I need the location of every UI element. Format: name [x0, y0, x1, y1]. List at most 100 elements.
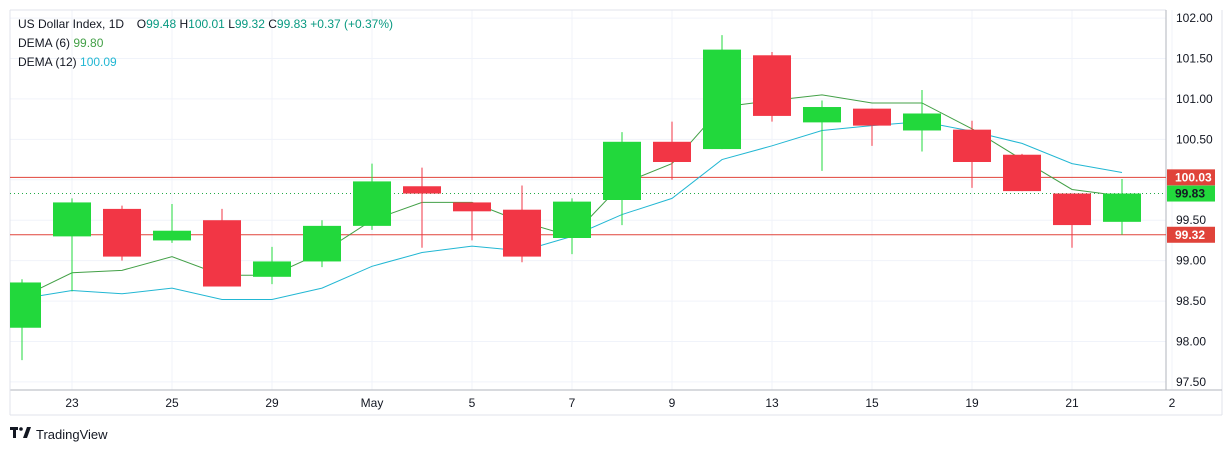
candle-body	[1103, 193, 1141, 222]
open-label: O	[136, 17, 147, 31]
candle[interactable]	[1103, 178, 1141, 235]
change-value: +0.37 (+0.37%)	[310, 17, 394, 31]
price-tick-label: 102.00	[1176, 11, 1213, 25]
candle-body	[153, 230, 191, 241]
chart-legend: US Dollar Index, 1D O99.48 H100.01 L99.3…	[18, 15, 393, 72]
candle[interactable]	[953, 120, 991, 188]
price-badge-upper: 100.03	[1167, 169, 1215, 186]
tradingview-brand[interactable]: TradingView	[10, 426, 108, 442]
candle-body	[1003, 154, 1041, 192]
open-value: 99.48	[146, 17, 177, 31]
price-tick-label: 98.50	[1176, 294, 1206, 308]
price-tick-label: 99.00	[1176, 254, 1206, 268]
price-tick-label: 100.50	[1176, 132, 1213, 146]
high-label: H	[179, 17, 189, 31]
interval-label[interactable]: 1D	[108, 17, 125, 31]
ohlc-row[interactable]: US Dollar Index, 1D O99.48 H100.01 L99.3…	[18, 17, 394, 31]
candle[interactable]	[353, 163, 391, 230]
close-value: 99.83	[276, 17, 307, 31]
dema12-value: 100.09	[80, 55, 117, 69]
candle-body	[353, 181, 391, 226]
candle-body	[803, 107, 841, 123]
candle[interactable]	[453, 202, 491, 241]
candle[interactable]	[153, 204, 191, 243]
candle[interactable]	[553, 198, 591, 255]
time-axis[interactable]: 23 25 29 May 5 7 9 13 15 19 21 2	[65, 396, 1175, 410]
candle-body	[853, 108, 891, 126]
price-tick-label: 99.50	[1176, 213, 1206, 227]
price-tick-label: 97.50	[1176, 375, 1206, 389]
time-tick-label: 29	[265, 396, 279, 410]
candle[interactable]	[303, 220, 341, 268]
candle-body	[303, 225, 341, 262]
candle-body	[953, 129, 991, 162]
candle[interactable]	[703, 35, 741, 150]
price-badge-upper-bg	[1167, 169, 1215, 186]
candle-body	[653, 141, 691, 162]
high-value: 100.01	[188, 17, 225, 31]
time-tick-label: 5	[469, 396, 476, 410]
symbol-name[interactable]: US Dollar Index	[18, 17, 103, 31]
time-tick-label: 9	[669, 396, 676, 410]
price-badge-upper-text: 100.03	[1175, 170, 1212, 184]
brand-name: TradingView	[36, 426, 108, 442]
dema6-row[interactable]: DEMA (6) 99.80	[18, 34, 393, 53]
candle-body	[253, 261, 291, 277]
close-label: C	[268, 17, 277, 31]
candle-body	[10, 282, 41, 328]
time-tick-label: 13	[765, 396, 779, 410]
candle[interactable]	[53, 198, 91, 292]
price-badge-lower-text: 99.32	[1175, 228, 1205, 242]
price-badge-lower: 99.32	[1167, 226, 1215, 243]
dema6-value: 99.80	[73, 36, 104, 50]
candle-body	[203, 220, 241, 287]
dema12-row[interactable]: DEMA (12) 100.09	[18, 53, 393, 72]
candle-body	[603, 141, 641, 200]
low-label: L	[228, 17, 235, 31]
time-tick-label: 15	[865, 396, 879, 410]
time-tick-label: 23	[65, 396, 79, 410]
candle[interactable]	[253, 246, 291, 285]
time-tick-label: 19	[965, 396, 979, 410]
price-badge-lower-bg	[1167, 226, 1215, 243]
candle[interactable]	[403, 167, 441, 248]
low-value: 99.32	[234, 17, 265, 31]
price-tick-label: 101.00	[1176, 92, 1213, 106]
time-tick-label: 25	[165, 396, 179, 410]
price-tick-label: 98.00	[1176, 334, 1206, 348]
candle-body	[503, 209, 541, 257]
price-badge-last: 99.83	[1167, 185, 1215, 202]
candle[interactable]	[603, 132, 641, 226]
candle[interactable]	[10, 279, 41, 361]
candle-body	[903, 113, 941, 131]
candle[interactable]	[803, 100, 841, 171]
candle-body	[1053, 193, 1091, 226]
candle-body	[703, 49, 741, 150]
candle[interactable]	[653, 121, 691, 180]
dema12-label: DEMA (12)	[18, 55, 77, 69]
time-tick-label: May	[361, 396, 384, 410]
candle-body	[403, 186, 441, 194]
tradingview-logo-icon	[10, 426, 32, 442]
price-badge-last-text: 99.83	[1175, 187, 1205, 201]
candle[interactable]	[853, 108, 891, 146]
time-tick-label: 7	[569, 396, 576, 410]
candle[interactable]	[753, 52, 791, 122]
time-tick-label: 21	[1065, 396, 1079, 410]
price-axis[interactable]: 97.5098.0098.5099.0099.50100.00100.50101…	[1167, 11, 1215, 389]
candle[interactable]	[903, 90, 941, 152]
price-badge-last-bg	[1167, 185, 1215, 202]
candle[interactable]	[503, 185, 541, 263]
candle-body	[753, 55, 791, 116]
candles	[10, 35, 1141, 361]
dema6-label: DEMA (6)	[18, 36, 71, 50]
candle[interactable]	[103, 205, 141, 261]
candle[interactable]	[203, 208, 241, 287]
candle[interactable]	[1053, 193, 1091, 248]
candle-body	[553, 201, 591, 238]
time-tick-label: 2	[1169, 396, 1176, 410]
candle[interactable]	[1003, 153, 1041, 192]
candle-body	[453, 202, 491, 212]
candle-body	[53, 202, 91, 237]
